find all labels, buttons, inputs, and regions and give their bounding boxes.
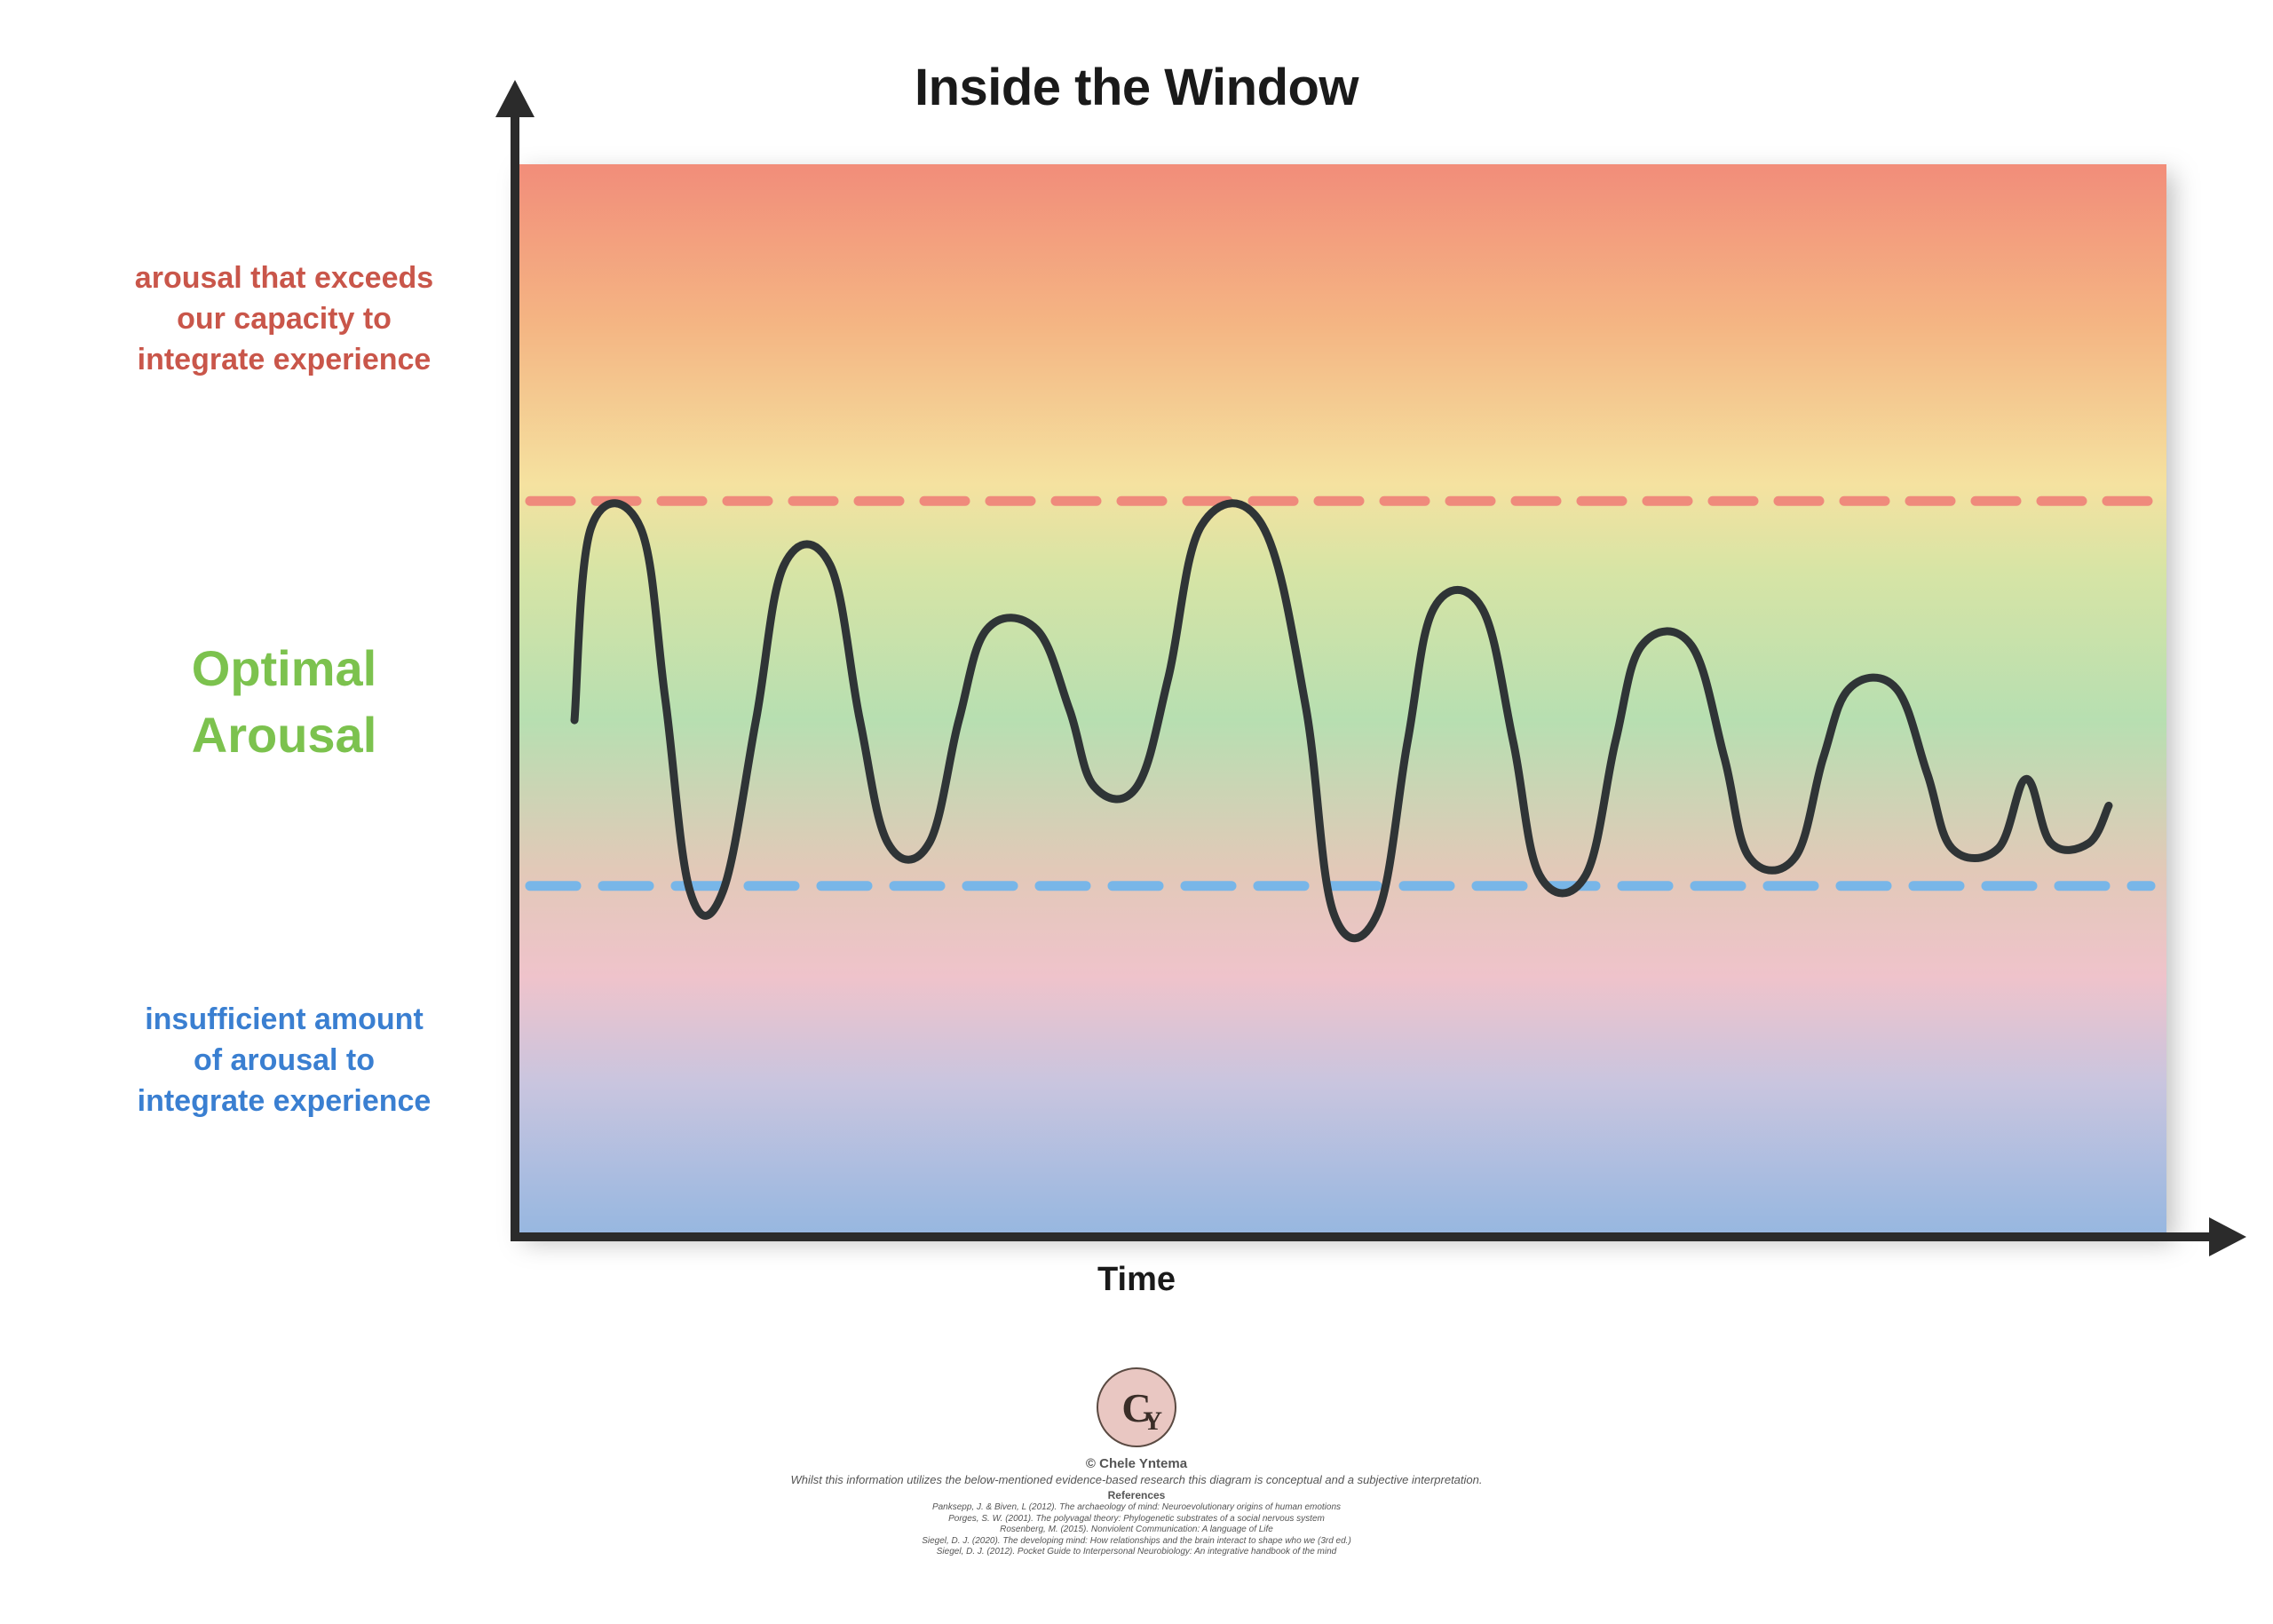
- reference-item: Siegel, D. J. (2020). The developing min…: [515, 1536, 1758, 1548]
- disclaimer-text: Whilst this information utilizes the bel…: [515, 1473, 1758, 1486]
- plot-container: [517, 164, 2166, 1233]
- label-lower-arousal: insufficient amountof arousal tointegrat…: [53, 1000, 515, 1122]
- chart-title: Inside the Window: [915, 58, 1358, 117]
- references-heading: References: [515, 1489, 1758, 1501]
- reference-item: Panksepp, J. & Biven, L (2012). The arch…: [515, 1502, 1758, 1514]
- x-axis-label: Time: [1097, 1261, 1176, 1299]
- arousal-curve: [574, 503, 2109, 939]
- author-logo: C Y: [1097, 1367, 1176, 1447]
- reference-item: Siegel, D. J. (2012). Pocket Guide to In…: [515, 1547, 1758, 1558]
- label-optimal-arousal: OptimalArousal: [53, 635, 515, 769]
- reference-item: Rosenberg, M. (2015). Nonviolent Communi…: [515, 1525, 1758, 1536]
- reference-item: Porges, S. W. (2001). The polyvagal theo…: [515, 1514, 1758, 1525]
- arousal-curve-svg: [517, 164, 2166, 1233]
- footer: © Chele Yntema Whilst this information u…: [515, 1456, 1758, 1558]
- logo-circle: C Y: [1097, 1367, 1176, 1447]
- logo-letter-y: Y: [1143, 1406, 1162, 1437]
- references-list: Panksepp, J. & Biven, L (2012). The arch…: [515, 1502, 1758, 1558]
- copyright-text: © Chele Yntema: [515, 1456, 1758, 1471]
- x-axis: [511, 1232, 2215, 1241]
- y-axis-arrowhead: [495, 80, 535, 117]
- x-axis-arrowhead: [2209, 1217, 2246, 1256]
- plot-area: [517, 164, 2166, 1233]
- label-upper-arousal: arousal that exceedsour capacity tointeg…: [53, 258, 515, 381]
